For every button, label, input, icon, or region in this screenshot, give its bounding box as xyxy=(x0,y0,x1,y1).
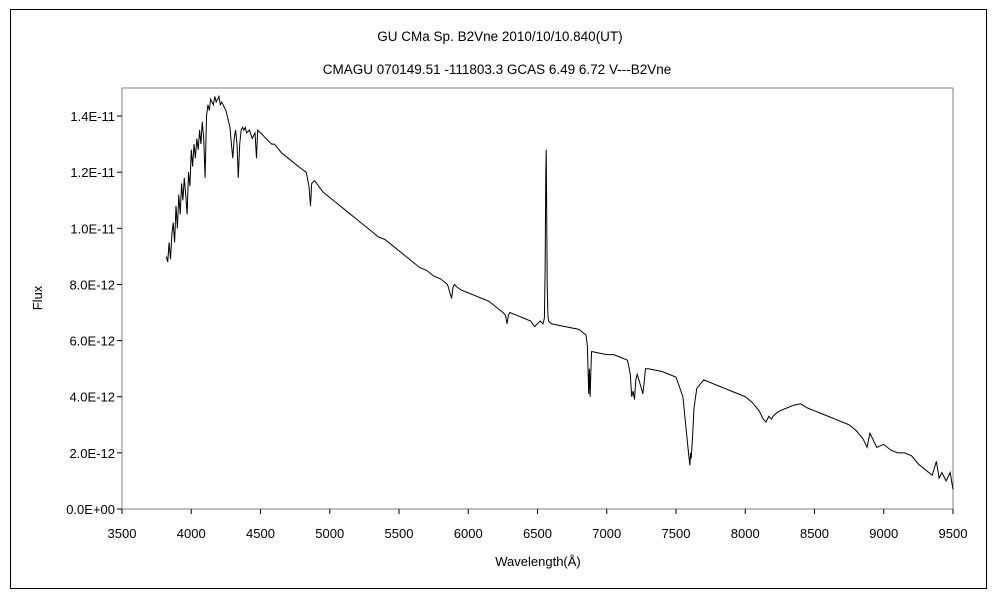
y-axis: 0.0E+00 2.0E-12 4.0E-12 6.0E-12 8.0E-12 1.0E-… xyxy=(66,109,122,517)
y-axis-label: Flux xyxy=(30,285,45,310)
x-tick-label: 7500 xyxy=(662,526,691,541)
plot-area xyxy=(121,87,954,510)
x-tick-label: 3500 xyxy=(108,526,137,541)
y-tick-label: 8.0E-12 xyxy=(69,277,115,292)
chart-subtitle: CMAGU 070149.51 -111803.3 GCAS 6.49 6.72… xyxy=(323,62,671,77)
x-tick-label: 9000 xyxy=(869,526,898,541)
x-tick-label: 4000 xyxy=(177,526,206,541)
x-tick-label: 5000 xyxy=(315,526,344,541)
x-tick-label: 9500 xyxy=(939,526,968,541)
y-tick-label: 6.0E-12 xyxy=(69,334,115,349)
x-tick-label: 5500 xyxy=(385,526,414,541)
y-tick-label: 1.4E-11 xyxy=(70,109,115,124)
flux-spectrum-line xyxy=(165,94,954,490)
x-axis: 3500 4000 4500 5000 5500 6000 6500 7000 7500 8000… xyxy=(108,509,968,541)
x-tick-label: 8000 xyxy=(731,526,760,541)
x-tick-label: 6000 xyxy=(454,526,483,541)
y-tick-label: 2.0E-12 xyxy=(69,446,115,461)
x-tick-label: 6500 xyxy=(523,526,552,541)
y-tick-label: 0.0E+00 xyxy=(66,502,115,517)
x-tick-label: 4500 xyxy=(246,526,275,541)
x-tick-label: 7000 xyxy=(592,526,621,541)
x-tick-label: 8500 xyxy=(800,526,829,541)
y-tick-label: 4.0E-12 xyxy=(69,390,115,405)
y-tick-label: 1.0E-11 xyxy=(70,221,115,236)
chart-title: GU CMa Sp. B2Vne 2010/10/10.840(UT) xyxy=(377,29,622,44)
x-axis-label: Wavelength(Å) xyxy=(495,554,581,569)
y-tick-label: 1.2E-11 xyxy=(70,165,115,180)
chart-frame xyxy=(10,9,987,589)
